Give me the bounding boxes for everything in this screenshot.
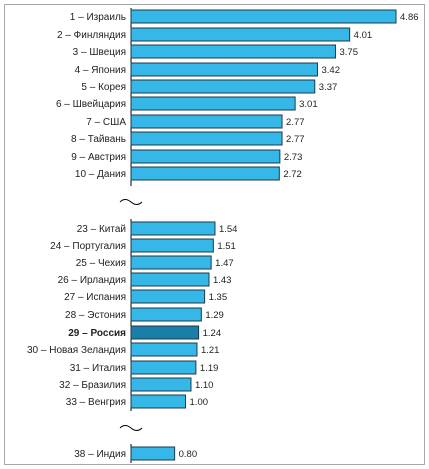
category-label: 9 – Австрия	[71, 152, 126, 163]
bar	[130, 360, 197, 375]
bar	[130, 9, 397, 24]
bar	[130, 446, 176, 461]
category-label: 24 – Португалия	[50, 241, 126, 252]
value-label: 3.37	[319, 82, 338, 93]
category-label: 4 – Япония	[75, 65, 126, 76]
bar	[130, 62, 318, 77]
value-label: 1.35	[209, 292, 228, 303]
value-label: 0.80	[179, 449, 198, 460]
value-label: 4.01	[354, 30, 373, 41]
bar	[130, 79, 316, 94]
value-label: 1.21	[201, 345, 220, 356]
category-label: 33 – Венгрия	[66, 397, 126, 408]
bar	[130, 272, 210, 287]
category-label: 30 – Новая Зеландия	[27, 345, 126, 356]
category-label: 26 – Ирландия	[58, 275, 126, 286]
value-label: 3.01	[299, 99, 318, 110]
category-label: 27 – Испания	[64, 292, 126, 303]
bar	[130, 96, 296, 111]
bar	[130, 27, 351, 42]
category-label: 8 – Тайвань	[71, 134, 126, 145]
value-label: 1.51	[217, 241, 236, 252]
value-label: 1.00	[190, 397, 209, 408]
value-label: 4.86	[400, 12, 419, 23]
bar	[130, 149, 281, 164]
value-label: 1.43	[213, 275, 232, 286]
bar	[130, 289, 206, 304]
value-label: 1.29	[205, 310, 224, 321]
value-label: 2.72	[283, 169, 302, 180]
category-label: 31 – Италия	[70, 363, 126, 374]
bar	[130, 44, 336, 59]
value-label: 2.77	[286, 117, 305, 128]
category-label: 23 – Китай	[77, 224, 126, 235]
category-label: 32 – Бразилия	[59, 380, 126, 391]
bar	[130, 307, 202, 322]
bar	[130, 377, 192, 392]
value-label: 1.19	[200, 363, 219, 374]
value-label: 1.54	[219, 224, 238, 235]
bar	[130, 221, 216, 236]
category-label: 6 – Швейцария	[56, 99, 126, 110]
bar	[130, 342, 198, 357]
chart-frame	[4, 4, 425, 465]
bar	[130, 238, 214, 253]
bar	[130, 166, 280, 181]
category-label: 10 – Дания	[75, 169, 126, 180]
category-label: 2 – Финляндия	[57, 30, 126, 41]
bar	[130, 131, 283, 146]
category-label: 29 – Россия	[68, 328, 126, 339]
value-label: 2.77	[286, 134, 305, 145]
bar	[130, 255, 212, 270]
category-label: 38 – Индия	[74, 449, 126, 460]
category-label: 3 – Швеция	[73, 47, 126, 58]
category-label: 1 – Израиль	[70, 12, 126, 23]
value-label: 3.75	[339, 47, 358, 58]
value-label: 3.42	[321, 65, 340, 76]
category-label: 28 – Эстония	[65, 310, 126, 321]
value-label: 1.10	[195, 380, 214, 391]
category-label: 5 – Корея	[81, 82, 126, 93]
value-label: 1.47	[215, 258, 234, 269]
category-label: 25 – Чехия	[76, 258, 126, 269]
value-label: 2.73	[284, 152, 303, 163]
bar	[130, 394, 187, 409]
category-label: 7 – США	[86, 117, 126, 128]
bar	[130, 114, 283, 129]
bar	[130, 325, 200, 340]
axis-break-mark	[119, 425, 143, 431]
axis-break-mark	[119, 199, 143, 205]
value-label: 1.24	[203, 328, 222, 339]
